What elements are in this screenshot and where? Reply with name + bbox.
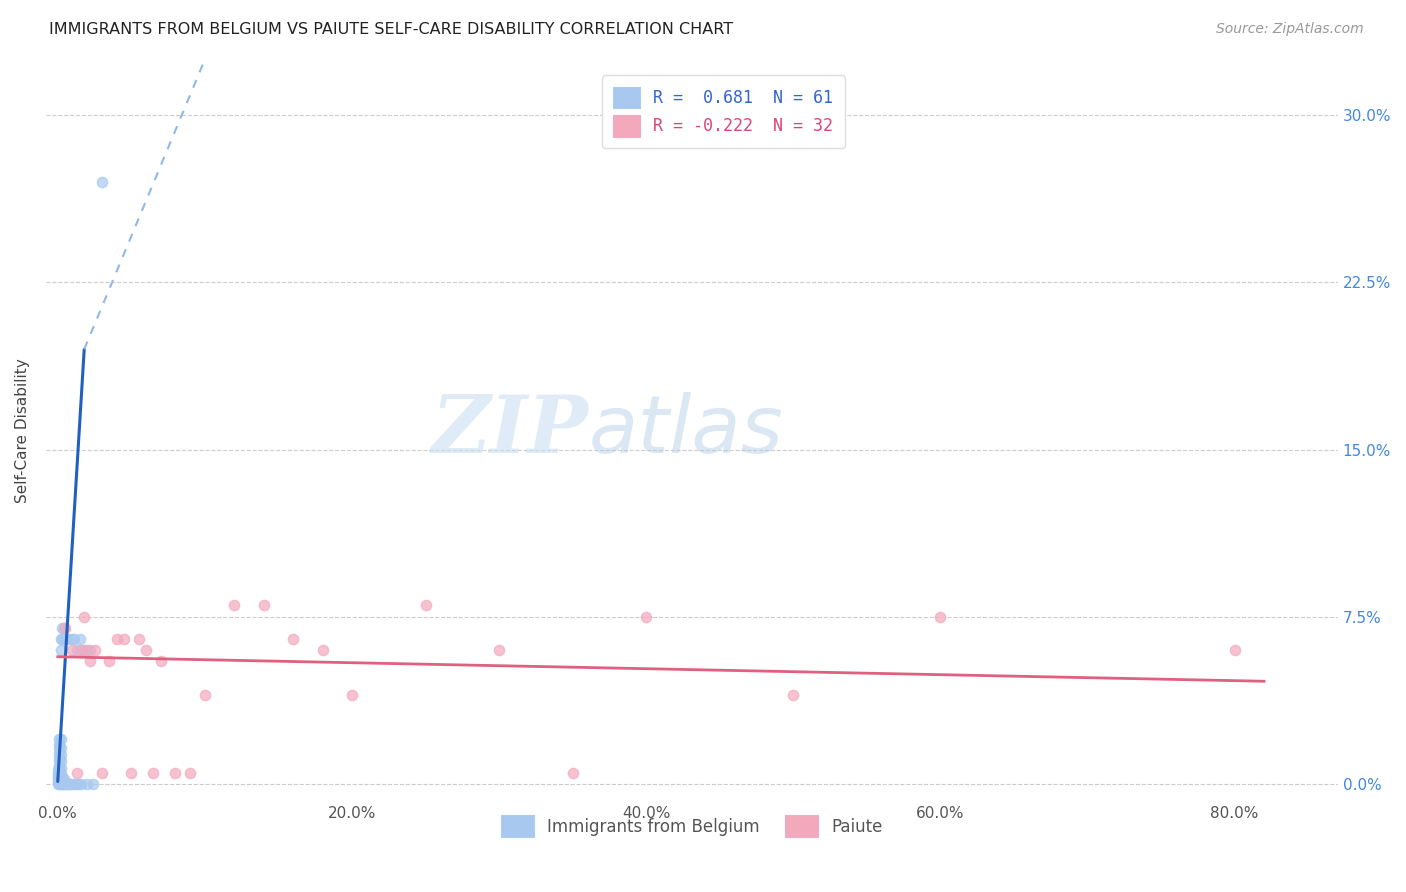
Point: [1223, 643, 1246, 657]
Point: [66, 643, 89, 657]
Y-axis label: Self-Care Disability: Self-Care Disability: [15, 359, 30, 503]
Point: [48, 777, 70, 791]
Point: [49, 643, 72, 657]
Point: [65, 777, 87, 791]
Point: [53, 632, 76, 646]
Point: [48, 737, 70, 751]
Point: [142, 765, 165, 780]
Point: [55, 777, 77, 791]
Point: [194, 688, 217, 702]
Point: [48, 765, 70, 780]
Point: [48, 755, 70, 769]
Point: [90, 175, 112, 189]
Point: [73, 609, 96, 624]
Point: [46, 765, 69, 780]
Point: [49, 755, 72, 769]
Point: [49, 761, 72, 775]
Point: [56, 777, 79, 791]
Point: [51, 621, 73, 635]
Point: [135, 643, 157, 657]
Point: [63, 632, 86, 646]
Point: [48, 772, 70, 787]
Point: [69, 632, 91, 646]
Point: [46, 777, 69, 791]
Point: [48, 746, 70, 760]
Point: [46, 770, 69, 784]
Point: [112, 632, 135, 646]
Point: [48, 770, 70, 784]
Point: [165, 765, 187, 780]
Point: [179, 765, 201, 780]
Point: [70, 643, 93, 657]
Point: [340, 688, 363, 702]
Point: [52, 777, 75, 791]
Text: ZIP: ZIP: [432, 392, 589, 469]
Point: [415, 599, 437, 613]
Point: [55, 632, 77, 646]
Point: [48, 768, 70, 782]
Point: [49, 772, 72, 787]
Point: [48, 774, 70, 789]
Point: [281, 632, 304, 646]
Point: [51, 770, 73, 784]
Point: [224, 599, 246, 613]
Point: [70, 777, 93, 791]
Point: [49, 741, 72, 756]
Text: IMMIGRANTS FROM BELGIUM VS PAIUTE SELF-CARE DISABILITY CORRELATION CHART: IMMIGRANTS FROM BELGIUM VS PAIUTE SELF-C…: [49, 22, 734, 37]
Point: [149, 654, 172, 668]
Point: [46, 764, 69, 778]
Point: [561, 765, 583, 780]
Point: [66, 765, 89, 780]
Point: [48, 759, 70, 773]
Point: [90, 765, 112, 780]
Point: [929, 609, 952, 624]
Point: [49, 732, 72, 747]
Point: [46, 772, 69, 787]
Point: [67, 777, 90, 791]
Point: [311, 643, 333, 657]
Point: [48, 741, 70, 756]
Point: [49, 747, 72, 762]
Point: [49, 774, 72, 789]
Point: [76, 643, 98, 657]
Point: [51, 774, 73, 789]
Point: [49, 765, 72, 780]
Text: atlas: atlas: [589, 392, 783, 469]
Point: [51, 777, 73, 791]
Point: [48, 764, 70, 778]
Point: [48, 732, 70, 747]
Point: [76, 777, 98, 791]
Point: [52, 621, 75, 635]
Point: [73, 643, 96, 657]
Point: [49, 777, 72, 791]
Point: [62, 643, 84, 657]
Point: [128, 632, 150, 646]
Point: [636, 609, 658, 624]
Point: [49, 770, 72, 784]
Point: [83, 643, 105, 657]
Point: [62, 777, 84, 791]
Point: [48, 750, 70, 764]
Point: [46, 774, 69, 789]
Point: [48, 761, 70, 775]
Point: [46, 768, 69, 782]
Point: [782, 688, 804, 702]
Point: [488, 643, 510, 657]
Point: [52, 772, 75, 787]
Point: [82, 777, 104, 791]
Text: Source: ZipAtlas.com: Source: ZipAtlas.com: [1216, 22, 1364, 37]
Point: [253, 599, 276, 613]
Point: [79, 643, 101, 657]
Point: [59, 632, 82, 646]
Point: [53, 621, 76, 635]
Point: [51, 632, 73, 646]
Point: [105, 632, 128, 646]
Point: [49, 632, 72, 646]
Point: [120, 765, 142, 780]
Point: [58, 777, 80, 791]
Point: [53, 777, 76, 791]
Point: [79, 654, 101, 668]
Point: [98, 654, 121, 668]
Legend: Immigrants from Belgium, Paiute: Immigrants from Belgium, Paiute: [492, 807, 891, 846]
